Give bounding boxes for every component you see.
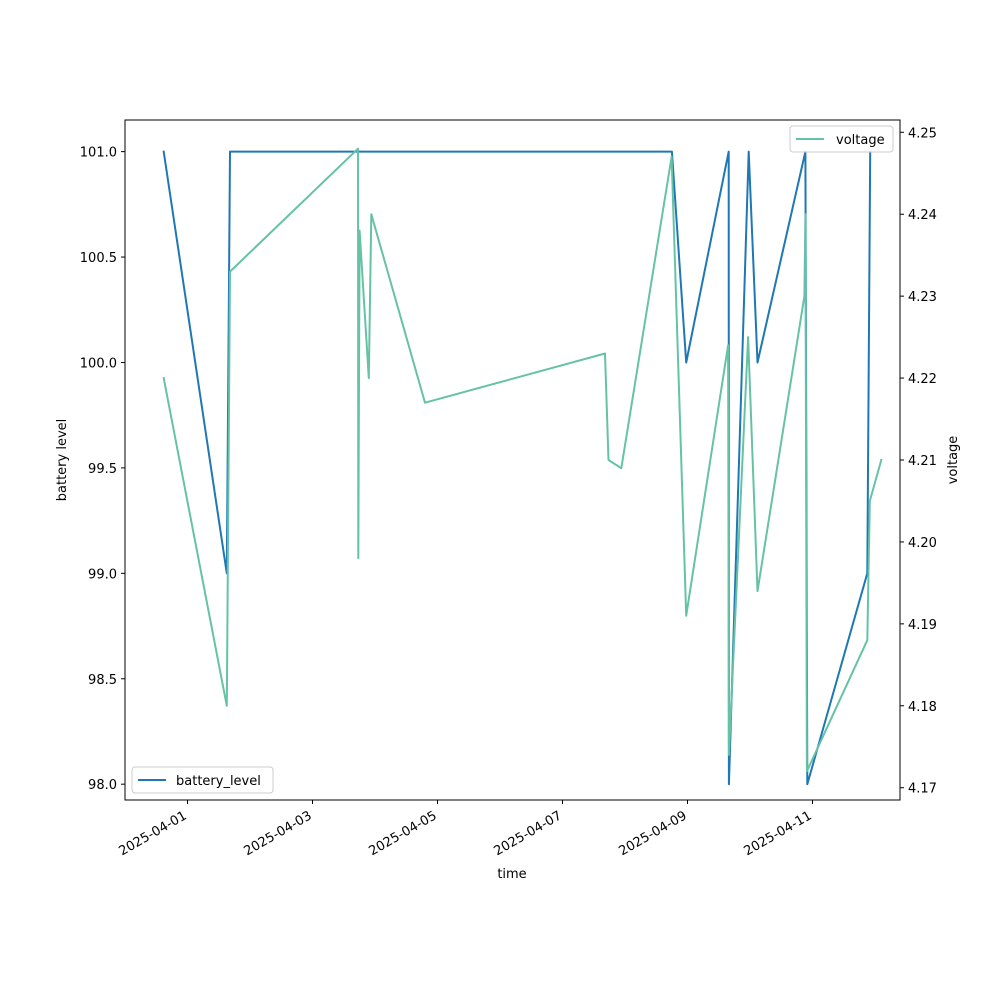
y-right-tick-label: 4.25 [908, 126, 937, 141]
x-tick-label: 2025-04-05 [367, 808, 440, 859]
y-left-axis-title: battery level [55, 419, 70, 502]
x-tick-label: 2025-04-11 [742, 808, 815, 859]
y-left-tick-label: 99.5 [88, 462, 117, 477]
y-right-tick-label: 4.17 [908, 782, 937, 797]
legend-battery-level: battery_level [131, 766, 274, 794]
y-right-tick-label: 4.22 [908, 372, 937, 387]
y-left-tick-label: 99.0 [88, 567, 117, 582]
x-axis-title: time [497, 867, 526, 882]
y-right-axis-ticks: 4.17 4.18 4.19 4.20 4.21 4.22 4.23 4.24 4.25 [900, 126, 937, 797]
y-left-axis-ticks: 98.0 98.5 99.0 99.5 100.0 100.5 101.0 [80, 146, 125, 793]
y-left-tick-label: 100.5 [80, 251, 117, 266]
legend-voltage: voltage [789, 125, 894, 153]
y-right-tick-label: 4.19 [908, 618, 937, 633]
legend-box [789, 125, 894, 153]
x-axis-ticks: 2025-04-01 2025-04-03 2025-04-05 2025-04-07… [117, 800, 815, 859]
x-tick-label: 2025-04-07 [492, 808, 565, 859]
y-right-tick-label: 4.20 [908, 536, 937, 551]
x-tick-label: 2025-04-09 [617, 808, 690, 859]
y-left-tick-label: 101.0 [80, 146, 117, 161]
x-tick-label: 2025-04-01 [117, 808, 190, 859]
y-left-tick-label: 98.5 [88, 673, 117, 688]
legend-label: voltage [836, 133, 885, 148]
y-left-tick-label: 100.0 [80, 356, 117, 371]
legend-label: battery_level [176, 774, 261, 789]
voltage-line [162, 147, 883, 773]
y-right-tick-label: 4.21 [908, 454, 937, 469]
y-right-tick-label: 4.24 [908, 208, 937, 223]
y-left-tick-label: 98.0 [88, 778, 117, 793]
y-right-tick-label: 4.18 [908, 700, 937, 715]
plot-area [125, 120, 900, 800]
x-tick-label: 2025-04-03 [242, 808, 315, 859]
y-right-axis-title: voltage [946, 436, 961, 485]
y-right-tick-label: 4.23 [908, 290, 937, 305]
legend-box [131, 766, 274, 794]
series-layer [162, 147, 883, 786]
